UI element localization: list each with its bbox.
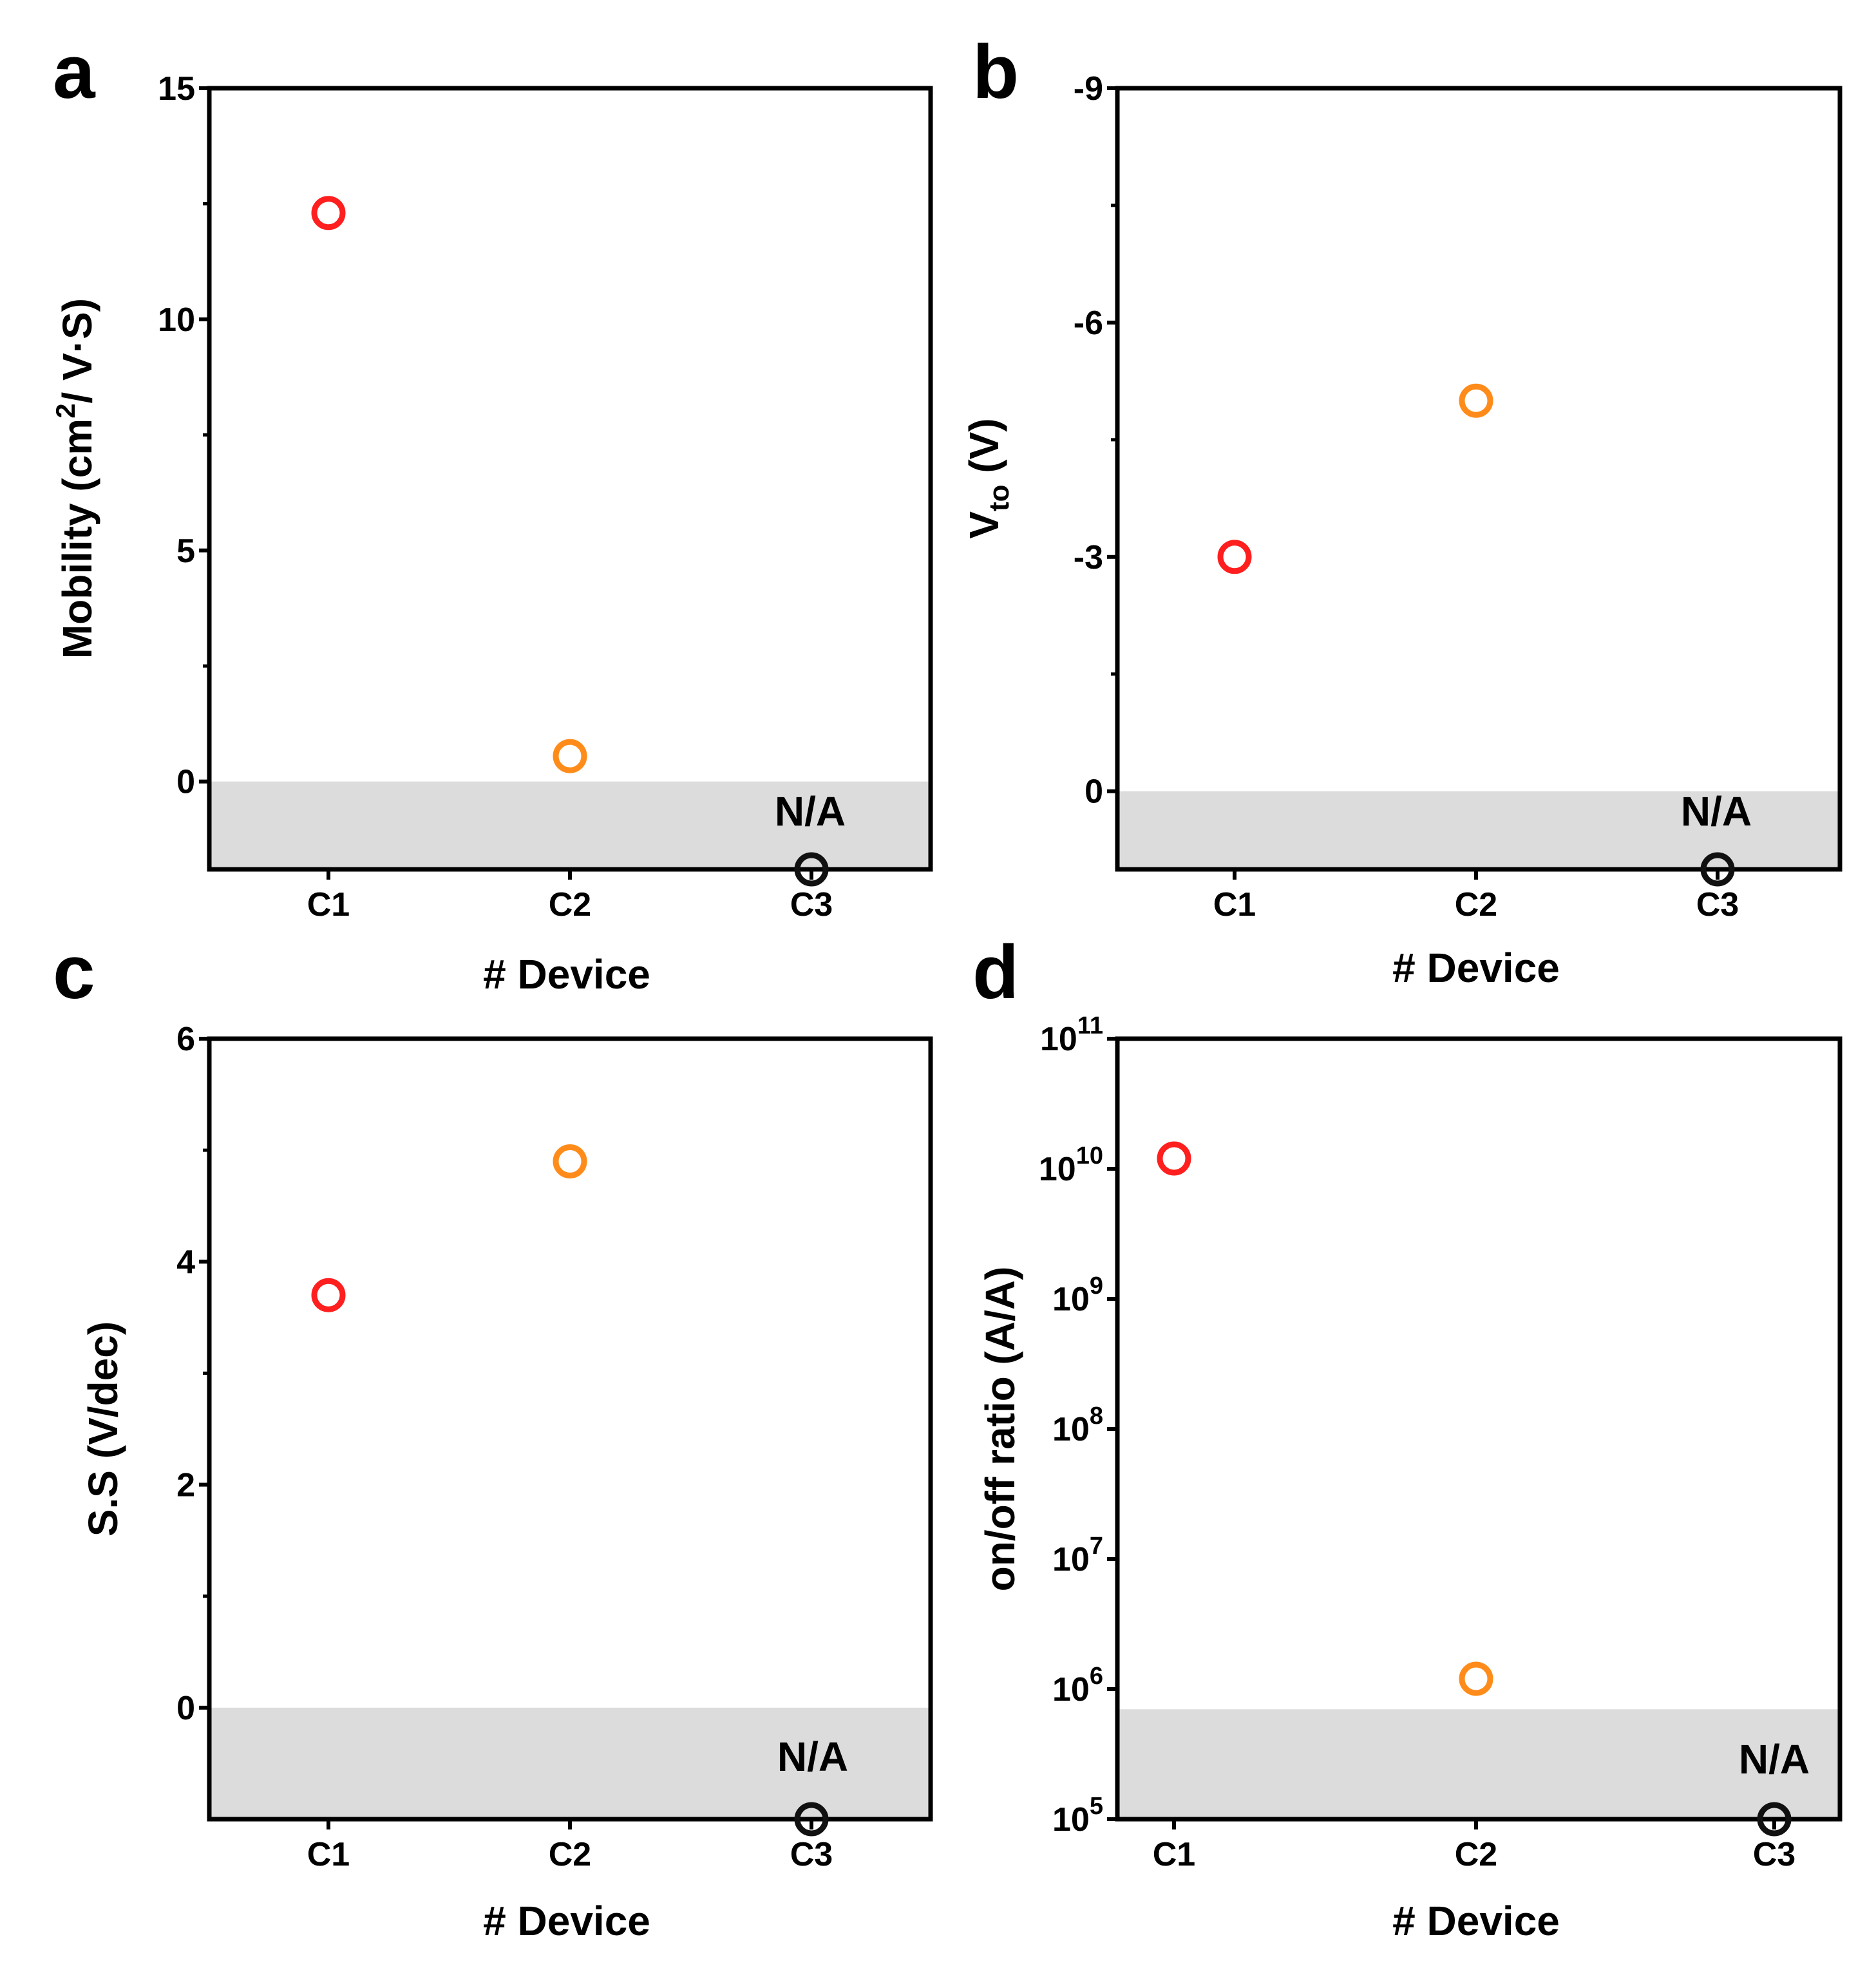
x-axis-label: # Device: [1392, 945, 1560, 991]
y-tick-label: 105: [1052, 1793, 1103, 1838]
na-label: N/A: [1681, 788, 1752, 835]
y-tick-base: 10: [1052, 1411, 1090, 1448]
data-point-c2: [553, 739, 587, 773]
y-tick-label: 107: [1052, 1533, 1103, 1578]
y-tick-exponent: 6: [1090, 1663, 1103, 1690]
y-tick-label: 109: [1052, 1272, 1103, 1318]
x-tick-label: C3: [790, 1836, 833, 1873]
data-point-c3: [1700, 852, 1735, 887]
x-tick-label: C3: [1696, 886, 1739, 923]
na-label: N/A: [1739, 1736, 1810, 1782]
y-tick-base: 10: [1052, 1671, 1090, 1708]
panel-letter: b: [972, 30, 1019, 115]
plot-frame: [1115, 86, 1843, 872]
y-tick-label: 0: [176, 1690, 195, 1727]
x-tick-label: C3: [790, 886, 833, 923]
x-tick-label: C2: [549, 1836, 591, 1873]
na-label: N/A: [777, 1734, 848, 1780]
x-tick-label: C1: [307, 1836, 350, 1873]
panel-letter: c: [53, 930, 95, 1015]
data-point-c3: [794, 852, 829, 887]
y-tick-label: 0: [1085, 773, 1103, 811]
y-tick-exponent: 11: [1077, 1012, 1103, 1039]
y-tick-exponent: 7: [1090, 1533, 1103, 1560]
x-tick-label: C2: [1455, 886, 1497, 923]
y-tick-label: 5: [176, 533, 195, 570]
x-axis-label: # Device: [1392, 1898, 1560, 1944]
y-tick-label: 1011: [1040, 1012, 1103, 1058]
y-tick-label: 4: [176, 1243, 195, 1281]
data-point-c1: [1217, 540, 1252, 574]
y-tick-exponent: 9: [1090, 1272, 1103, 1300]
x-tick-label: C2: [549, 886, 591, 923]
panel-letter: d: [972, 930, 1019, 1015]
na-region: [1119, 1709, 1838, 1817]
y-tick-label: 106: [1052, 1663, 1103, 1708]
x-tick-label: C3: [1753, 1836, 1795, 1873]
data-point-c3: [794, 1802, 829, 1837]
y-label-text: / V·S): [54, 298, 100, 404]
y-tick-label: 108: [1052, 1403, 1103, 1448]
data-point-c2: [1459, 383, 1493, 418]
y-tick-label: 1010: [1039, 1142, 1103, 1188]
data-point-c1: [311, 1278, 346, 1312]
y-label-superscript: 2: [50, 403, 81, 418]
y-tick-label: 10: [158, 301, 195, 339]
y-tick-label: 6: [176, 1021, 195, 1058]
x-axis-label: # Device: [483, 951, 650, 997]
y-tick-base: 10: [1039, 1151, 1076, 1188]
panel-c: 0 2 4 6 C1 C2 C3 N/A # Device S.S (V/dec) c: [53, 930, 933, 1944]
y-tick-base: 10: [1052, 1541, 1090, 1578]
y-tick-exponent: 10: [1076, 1142, 1103, 1169]
y-tick-label: 2: [176, 1467, 195, 1504]
panel-letter: a: [53, 30, 96, 115]
panel-b: 0 -3 -6 -9 C1 C2 C3 N/A # Device Vto (V) b: [961, 30, 1843, 991]
y-label-text: (V): [961, 418, 1007, 484]
x-tick-label: C1: [1153, 1836, 1195, 1873]
y-tick-exponent: 5: [1090, 1793, 1103, 1820]
y-label-text: Mobility (cm: [54, 419, 100, 659]
data-point-c2: [553, 1144, 587, 1178]
y-label-subscript: to: [983, 484, 1015, 511]
plot-frame: [207, 1036, 933, 1822]
y-tick-label: 0: [176, 764, 195, 801]
y-tick-base: 10: [1040, 1021, 1077, 1058]
y-tick-label: -9: [1074, 70, 1103, 108]
y-tick-label: 15: [158, 70, 195, 108]
data-point-c1: [311, 196, 346, 231]
plot-frame: [1115, 1036, 1843, 1822]
na-label: N/A: [775, 788, 846, 835]
panel-a: 0 5 10 15 C1 C2 C3 N/A # Device Mobility (cm2/ V·…: [50, 30, 933, 997]
y-label-text: V: [961, 511, 1007, 539]
x-tick-label: C1: [1213, 886, 1256, 923]
y-tick-base: 10: [1052, 1281, 1090, 1318]
y-tick-label: -6: [1074, 305, 1103, 342]
na-region: [211, 1707, 929, 1817]
x-axis-label: # Device: [483, 1898, 650, 1944]
y-axis-label: Mobility (cm2/ V·S): [50, 298, 100, 659]
y-axis-label: on/off ratio (A/A): [977, 1267, 1023, 1592]
y-tick-label: -3: [1074, 539, 1103, 576]
data-point-c2: [1459, 1661, 1493, 1696]
data-point-c1: [1157, 1141, 1191, 1176]
y-tick-base: 10: [1052, 1801, 1090, 1838]
y-axis-label: S.S (V/dec): [80, 1321, 126, 1536]
y-axis-label: Vto (V): [961, 418, 1015, 538]
data-point-c3: [1757, 1802, 1792, 1837]
x-tick-label: C1: [307, 886, 350, 923]
x-tick-label: C2: [1455, 1836, 1497, 1873]
y-tick-exponent: 8: [1090, 1403, 1103, 1430]
